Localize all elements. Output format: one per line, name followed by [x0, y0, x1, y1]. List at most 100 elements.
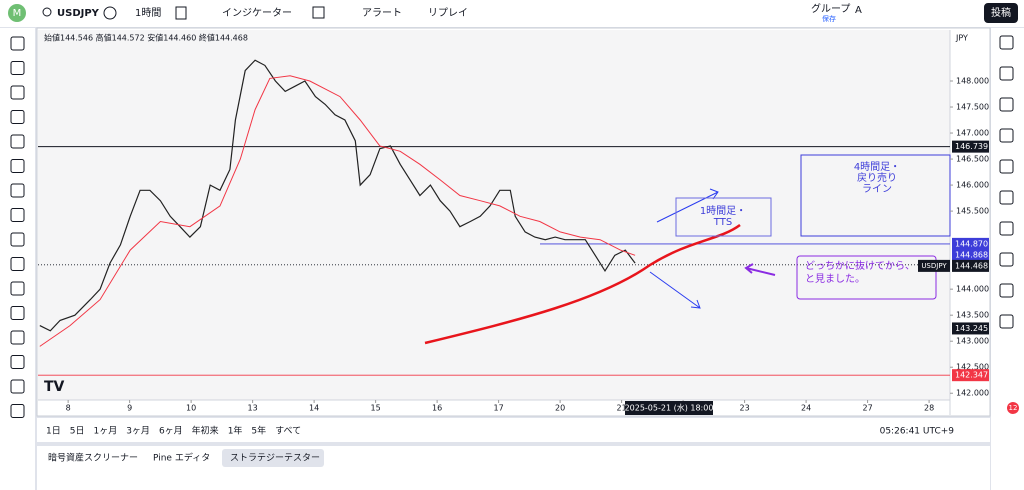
tool-icon[interactable] [10, 36, 25, 51]
price-line [39, 75, 636, 347]
range-button[interactable]: 1日 [46, 426, 61, 437]
side-icon[interactable] [999, 159, 1014, 174]
logo: TV [44, 379, 65, 395]
y-tick-label: 145.500 [956, 207, 989, 216]
range-button[interactable]: すべて [275, 426, 301, 437]
add-symbol[interactable] [103, 6, 117, 20]
tool-icon[interactable] [10, 134, 25, 149]
price-label-bg [952, 322, 989, 335]
alert[interactable]: アラート [362, 7, 402, 19]
active-tab-bg [222, 449, 324, 467]
tool-icon[interactable] [10, 208, 25, 222]
tool-icon[interactable] [10, 159, 25, 173]
price-label-bg [952, 237, 989, 250]
tool-icon[interactable] [10, 379, 25, 394]
layouts[interactable] [312, 6, 325, 19]
search-icon [42, 7, 52, 17]
tool-icon[interactable] [10, 110, 25, 124]
tool-icon[interactable] [10, 306, 25, 320]
level-tag: USDJPY [921, 262, 947, 270]
crosshair-time-box [625, 401, 713, 415]
side-icon[interactable] [999, 283, 1014, 298]
y-tick-label: 144.000 [956, 285, 989, 294]
panel-tab[interactable]: 暗号資産スクリーナー [48, 452, 138, 464]
arrow-left [744, 263, 776, 276]
y-tick-label: 146.500 [956, 155, 989, 164]
side-icon[interactable] [999, 190, 1014, 205]
ohlc: 始値144.546 高値144.572 安値144.460 終値144.468 [44, 33, 248, 43]
badge-count: 12 [1009, 404, 1018, 412]
range-button[interactable]: 3ヶ月 [126, 426, 150, 437]
plot-area [38, 30, 950, 400]
range-button[interactable]: 1ヶ月 [93, 426, 117, 437]
tool-icon[interactable] [10, 281, 25, 296]
chart-type[interactable] [175, 6, 187, 20]
y-tick-label: 142.500 [956, 363, 989, 372]
right-toolbar [991, 28, 1024, 490]
avatar-letter: M [13, 8, 22, 19]
tool-icon[interactable] [10, 85, 25, 100]
tool-icon[interactable] [10, 183, 25, 198]
tool-icon[interactable] [10, 232, 25, 247]
y-tick-label: 148.000 [956, 76, 989, 85]
price-label: 142.347 [955, 371, 988, 380]
arrow-up [656, 188, 719, 223]
x-tick-label: 20 [555, 404, 565, 413]
replay[interactable]: リプレイ [428, 7, 468, 19]
side-icon[interactable] [999, 128, 1014, 143]
tool-icon[interactable] [10, 61, 25, 75]
price-line [39, 59, 636, 332]
x-tick-label: 8 [66, 404, 71, 413]
clock: 05:26:41 UTC+9 [880, 427, 955, 437]
side-icon[interactable] [999, 252, 1014, 267]
x-tick-label: 10 [186, 404, 196, 413]
side-icon[interactable] [999, 221, 1014, 236]
price-label: 144.870 [955, 239, 988, 248]
box-1h [675, 197, 772, 237]
y-tick-label: 143.500 [956, 311, 989, 320]
tool-icon[interactable] [10, 404, 25, 418]
x-tick-label: 17 [494, 404, 504, 413]
x-tick-label: 13 [248, 404, 258, 413]
symbol[interactable]: USDJPY [57, 8, 100, 19]
range-button[interactable]: 年初来 [192, 425, 219, 437]
annotation: 4時間足・ [854, 161, 900, 173]
x-tick-label: 23 [740, 404, 750, 413]
group[interactable]: グループ [811, 2, 850, 15]
range-button[interactable]: 1年 [228, 425, 243, 437]
range-button[interactable]: 5年 [251, 425, 266, 437]
box-note [796, 255, 937, 300]
publish-button[interactable] [984, 3, 1018, 23]
tool-icon[interactable] [10, 355, 25, 369]
level-tag-bg [918, 259, 950, 272]
side-icon[interactable] [999, 314, 1014, 329]
annotation: どっちかに抜けてから、 [805, 259, 915, 272]
annotation: と見ました。 [805, 273, 865, 285]
x-tick-label: 16 [432, 404, 442, 413]
range-button[interactable]: 5日 [70, 426, 85, 437]
range-button[interactable]: 6ヶ月 [159, 426, 183, 437]
panel [37, 446, 990, 490]
annotation: TTS [713, 217, 732, 228]
panel-tab[interactable]: ストラテジーテスター [230, 453, 320, 464]
indicators[interactable]: インジケーター [222, 7, 292, 19]
side-icon[interactable] [999, 97, 1014, 112]
panel-tab[interactable]: Pine エディタ [153, 452, 210, 464]
price-label: 144.868 [955, 250, 988, 259]
side-icon[interactable] [999, 66, 1014, 81]
price-label-bg [952, 259, 989, 272]
tool-icon[interactable] [10, 257, 25, 271]
side-icon[interactable] [999, 35, 1014, 50]
avatar[interactable] [8, 4, 26, 22]
top-toolbar [0, 0, 1024, 27]
price-label-bg [952, 369, 989, 382]
badge [1007, 402, 1019, 414]
x-tick-label: 21 [617, 404, 627, 413]
tool-icon[interactable] [10, 330, 25, 345]
x-tick-label: 27 [863, 404, 873, 413]
arrow-down [649, 271, 701, 309]
price-label-bg [952, 248, 989, 261]
interval[interactable]: 1時間 [135, 7, 161, 19]
y-tick-label: 142.000 [956, 389, 989, 398]
annotation: 戻り売り [857, 171, 897, 184]
